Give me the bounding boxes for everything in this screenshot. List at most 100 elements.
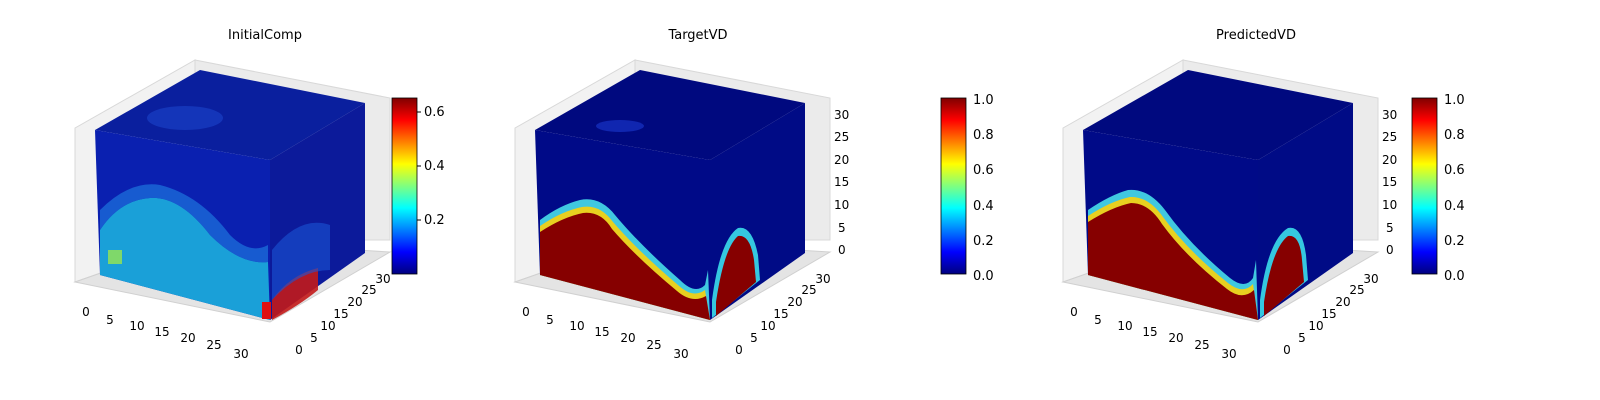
panel-1-top-highlight — [147, 106, 223, 130]
panel-2-y-tick: 5 — [750, 331, 758, 345]
panel-1-front-lower-band — [100, 197, 270, 320]
panel-3-z-tick: 20 — [1382, 153, 1397, 167]
panel-3-cb-label: 0.4 — [1444, 199, 1465, 214]
panel-3-y-tick: 25 — [1349, 283, 1364, 297]
panel-1-x-tick: 20 — [180, 331, 195, 345]
panel-3-z-tick: 25 — [1382, 130, 1397, 144]
panel-3-z-ticks: 0 5 10 15 20 25 30 — [1382, 108, 1397, 257]
panel-1-y-tick: 30 — [375, 272, 390, 286]
panel-2-z-tick: 10 — [834, 198, 849, 212]
panel-2-x-ticks: 0 5 10 15 20 25 30 — [522, 305, 688, 361]
panel-1-top-face — [95, 70, 365, 160]
panel-2-z-tick: 25 — [834, 130, 849, 144]
panel-1-x-tick: 15 — [154, 325, 169, 339]
panel-2-cb-label: 0.0 — [973, 269, 994, 284]
panel-2-y-tick: 15 — [773, 307, 788, 321]
panel-2-colorbar: 1.0 0.8 0.6 0.4 0.2 0.0 — [940, 93, 994, 284]
panel-3-x-tick: 20 — [1168, 331, 1183, 345]
panel-1-cb-label: 0.2 — [424, 213, 445, 228]
panel-2-cb-label: 1.0 — [973, 93, 994, 108]
panel-initialcomp: InitialComp 0 5 10 15 20 25 30 — [73, 28, 445, 361]
panel-2-y-tick: 30 — [815, 272, 830, 286]
panel-3-y-tick: 20 — [1335, 295, 1350, 309]
panel-3-x-tick: 15 — [1142, 325, 1157, 339]
panel-3-lower-solid — [1088, 203, 1258, 320]
panel-1-corner-hotspot — [262, 302, 271, 319]
panel-3-cb-label: 0.8 — [1444, 128, 1465, 143]
panel-3-colorbar: 1.0 0.8 0.6 0.4 0.2 0.0 — [1411, 93, 1465, 284]
panel-3-z-tick: 5 — [1386, 221, 1394, 235]
panel-3-x-tick: 30 — [1221, 347, 1236, 361]
panel-3-x-ticks: 0 5 10 15 20 25 30 — [1070, 305, 1236, 361]
panel-1-cb-label: 0.6 — [424, 105, 445, 120]
panel-1-x-tick: 30 — [233, 347, 248, 361]
panel-3-cube — [1083, 70, 1353, 320]
panel-1-x-tick: 25 — [206, 338, 221, 352]
panel-3-x-tick: 0 — [1070, 305, 1078, 319]
panel-3-cb-label: 1.0 — [1444, 93, 1465, 108]
panel-1-x-ticks: 0 5 10 15 20 25 30 — [82, 305, 248, 361]
panel-1-y-tick: 10 — [320, 319, 335, 333]
panel-2-cb-label: 0.6 — [973, 163, 994, 178]
panel-2-z-tick: 5 — [838, 221, 846, 235]
panel-2-y-tick: 0 — [735, 343, 743, 357]
panel-3-y-tick: 0 — [1283, 343, 1291, 357]
panel-2-y-tick: 20 — [787, 295, 802, 309]
panel-2-z-tick: 20 — [834, 153, 849, 167]
panel-1-colorbar: 0.6 0.4 0.2 — [391, 97, 445, 275]
panel-2-x-tick: 25 — [646, 338, 661, 352]
panel-2-cb-label: 0.2 — [973, 234, 994, 249]
panel-2-title: TargetVD — [667, 28, 727, 43]
panel-predictedvd: PredictedVD 0 5 10 15 20 25 30 0 5 — [1061, 28, 1465, 361]
panel-3-x-tick: 25 — [1194, 338, 1209, 352]
panel-1-y-tick: 0 — [295, 343, 303, 357]
panel-2-y-ticks: 0 5 10 15 20 25 30 — [735, 272, 830, 357]
panel-2-z-tick: 0 — [838, 243, 846, 257]
panel-3-x-tick: 10 — [1117, 319, 1132, 333]
panel-3-cb-label: 0.2 — [1444, 234, 1465, 249]
panel-2-x-tick: 30 — [673, 347, 688, 361]
panel-1-y-tick: 25 — [361, 283, 376, 297]
panel-3-top-face — [1083, 70, 1353, 160]
panel-2-cube — [535, 70, 805, 320]
panel-2-z-tick: 30 — [834, 108, 849, 122]
panel-3-y-tick: 5 — [1298, 331, 1306, 345]
panel-3-y-ticks: 0 5 10 15 20 25 30 — [1283, 272, 1378, 357]
panel-3-z-tick: 15 — [1382, 175, 1397, 189]
panel-2-colorbar-fill — [940, 97, 967, 275]
panel-3-y-tick: 15 — [1321, 307, 1336, 321]
panel-1-front-hotspot — [108, 250, 122, 264]
panel-2-cb-label: 0.8 — [973, 128, 994, 143]
panel-2-cb-label: 0.4 — [973, 199, 994, 214]
panel-1-colorbar-fill — [391, 97, 418, 275]
panel-3-title: PredictedVD — [1216, 28, 1296, 43]
panel-1-front-mid-band — [100, 184, 268, 263]
panel-2-x-tick: 5 — [546, 313, 554, 327]
panel-2-x-tick: 15 — [594, 325, 609, 339]
panel-3-x-tick: 5 — [1094, 313, 1102, 327]
panel-1-y-tick: 15 — [333, 307, 348, 321]
panel-2-z-tick: 15 — [834, 175, 849, 189]
panel-1-x-tick: 5 — [106, 313, 114, 327]
panel-1-title: InitialComp — [228, 28, 302, 43]
panel-2-z-ticks: 0 5 10 15 20 25 30 — [834, 108, 849, 257]
panel-3-cb-label: 0.0 — [1444, 269, 1465, 284]
panel-1-right-lowband — [272, 222, 330, 300]
panel-2-x-tick: 0 — [522, 305, 530, 319]
panel-2-lower-solid — [540, 212, 710, 320]
panel-2-x-tick: 10 — [569, 319, 584, 333]
panel-1-x-tick: 10 — [129, 319, 144, 333]
panel-targetvd: TargetVD 0 5 10 15 20 25 30 0 — [513, 28, 994, 361]
panel-2-right-blob — [716, 235, 756, 316]
panel-2-y-tick: 25 — [801, 283, 816, 297]
panel-3-y-tick: 30 — [1363, 272, 1378, 286]
panel-2-top-highlight — [596, 120, 644, 132]
panel-3-colorbar-fill — [1411, 97, 1438, 275]
panel-3-z-tick: 10 — [1382, 198, 1397, 212]
panel-3-z-tick: 0 — [1386, 243, 1394, 257]
panel-1-y-tick: 5 — [310, 331, 318, 345]
panel-3-y-tick: 10 — [1308, 319, 1323, 333]
panel-3-right-blob — [1264, 235, 1304, 316]
panel-1-cb-label: 0.4 — [424, 159, 445, 174]
